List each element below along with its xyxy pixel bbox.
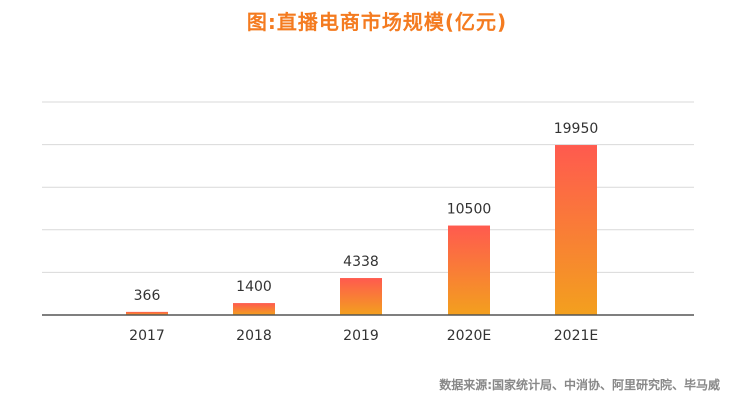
value-label-2017: 366 <box>134 288 161 304</box>
value-label-2020E: 10500 <box>447 202 492 218</box>
x-tick-label-2021E: 2021E <box>554 328 598 344</box>
source-note: 数据来源:国家统计局、中消协、阿里研究院、毕马威 <box>439 378 720 392</box>
x-tick-label-2017: 2017 <box>129 328 165 344</box>
value-label-2021E: 19950 <box>554 121 599 137</box>
x-tick-label-2020E: 2020E <box>447 328 491 344</box>
x-tick-label-2019: 2019 <box>343 328 379 344</box>
bar-2021E <box>555 145 597 315</box>
bar-2019 <box>340 278 382 315</box>
bar-2020E <box>448 225 490 315</box>
value-label-2019: 4338 <box>343 254 379 270</box>
bar-2017 <box>126 311 168 315</box>
x-tick-label-2018: 2018 <box>236 328 272 344</box>
value-label-2018: 1400 <box>236 279 272 295</box>
bar-2018 <box>233 303 275 315</box>
chart-title: 图:直播电商市场规模(亿元) <box>246 10 508 34</box>
